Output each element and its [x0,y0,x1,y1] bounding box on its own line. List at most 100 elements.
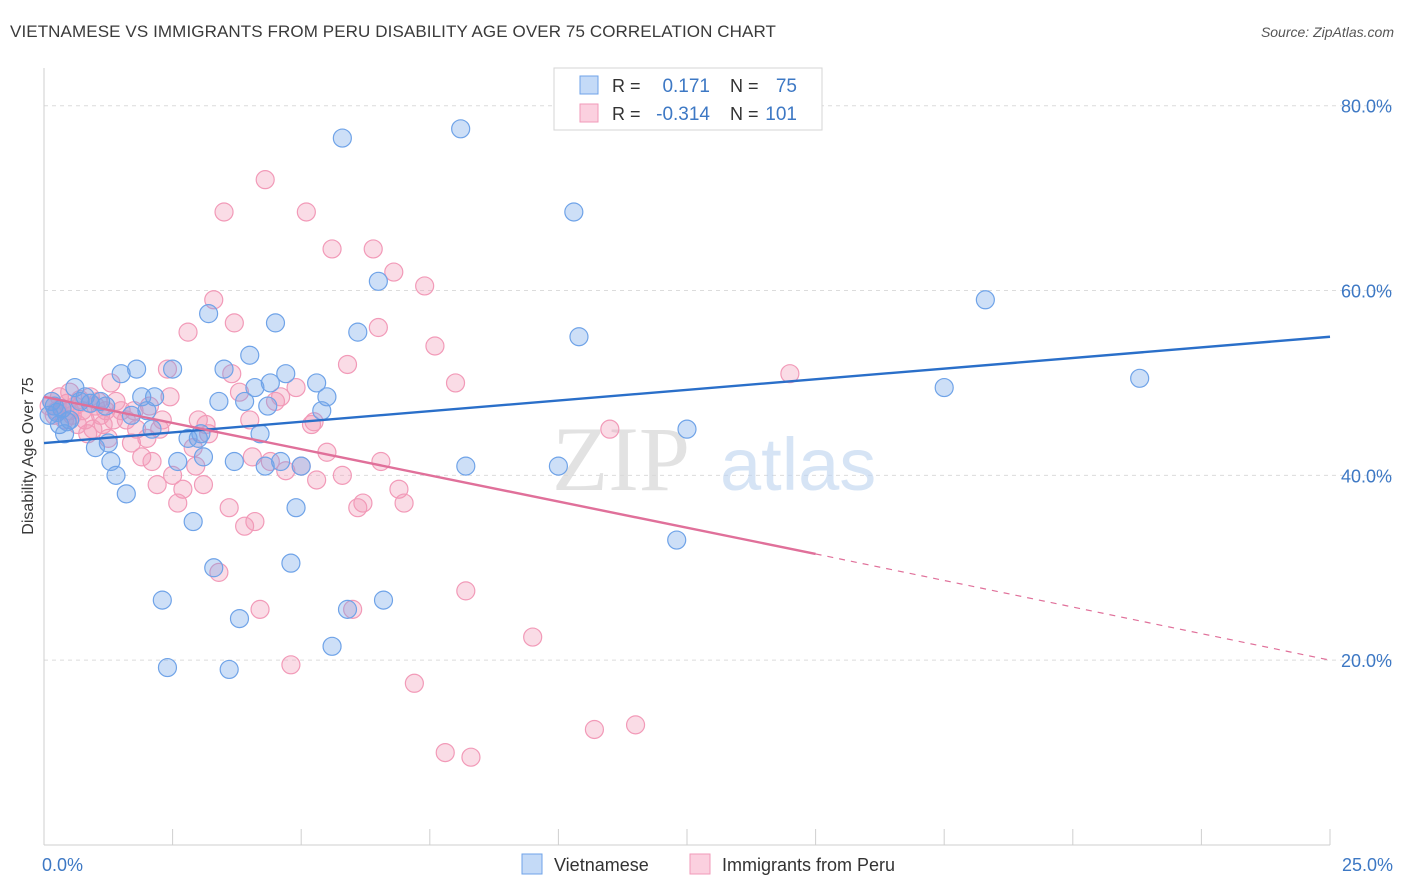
watermark-atlas: atlas [720,423,876,506]
data-point-vietnamese [42,391,62,412]
data-point-vietnamese [276,364,296,384]
data-point-peru [780,364,800,384]
stats-legend: R = 0.171 N = 75 R = -0.314 N = 101 [553,67,823,131]
watermark: ZIP atlas [552,408,876,510]
y-tick-labels: 20.0% 40.0% 60.0% 80.0% [1341,97,1392,671]
data-point-vietnamese [219,659,239,680]
data-point-peru [523,627,543,647]
data-point-peru [322,239,342,259]
data-point-vietnamese [255,456,275,476]
data-point-peru [173,479,193,499]
gridlines [44,105,1392,661]
data-point-peru [281,655,301,675]
legend-swatch-vietnamese [521,853,543,875]
data-point-peru [353,493,373,513]
data-point-vietnamese [677,419,697,439]
data-point-vietnamese [157,657,178,678]
data-point-vietnamese [144,387,165,407]
stats-box-frame [553,67,823,131]
data-point-vietnamese [332,128,352,148]
data-point-vietnamese [337,599,358,619]
stats-swatch-peru [579,103,599,123]
chart-title: VIETNAMESE VS IMMIGRANTS FROM PERU DISAB… [10,22,777,41]
data-point-peru [250,599,270,619]
data-point-vietnamese [291,456,311,476]
trend-line-peru [43,395,816,556]
data-point-vietnamese [281,553,301,573]
x-tick-label: 25.0% [1342,855,1393,875]
data-point-peru [363,239,383,259]
source-label: Source: ZipAtlas.com [1260,24,1394,40]
watermark-zip: ZIP [552,408,690,510]
data-point-vietnamese [152,590,172,610]
data-point-vietnamese [193,447,214,467]
stats-r-value-vietnamese: 0.171 [662,76,710,97]
data-point-peru [394,493,414,513]
data-point-vietnamese [163,359,183,379]
data-point-peru [147,475,167,495]
data-point-peru [415,276,435,296]
data-point-peru [214,202,234,222]
data-point-peru [276,461,296,481]
data-point-peru [286,377,306,398]
y-tick-label: 40.0% [1341,466,1392,486]
data-point-peru [242,447,262,467]
data-point-vietnamese [564,202,584,222]
data-point-peru [404,673,424,693]
data-point-peru [337,354,358,375]
y-axis-label: Disability Age Over 75 [20,377,37,535]
y-tick-label: 60.0% [1341,282,1392,302]
data-point-peru [271,387,291,407]
data-point-vietnamese [307,373,327,393]
stats-r-value-peru: -0.314 [656,104,710,125]
data-point-vietnamese [96,396,116,416]
data-point-peru [343,599,363,619]
data-point-vietnamese [229,608,250,629]
stats-swatch-vietnamese [579,75,599,95]
data-point-peru [157,359,178,379]
data-point-peru [178,322,198,342]
data-point-vietnamese [258,396,278,416]
legend-swatch-peru [689,853,711,875]
data-point-vietnamese [116,484,136,504]
bottom-legend: Vietnamese Immigrants from Peru [521,853,895,875]
data-point-vietnamese [569,327,589,347]
data-point-peru [600,419,620,439]
data-point-peru [235,516,255,536]
series-vietnamese-points [39,119,1150,680]
y-tick-label: 80.0% [1341,97,1392,117]
stats-n-label-peru: N = [730,104,759,124]
data-point-peru [245,511,265,532]
x-tick-label: 0.0% [42,855,83,875]
x-tick-labels: 0.0% 25.0% [42,855,1393,875]
data-point-peru [435,742,455,763]
data-point-peru [445,373,466,393]
data-point-vietnamese [368,271,388,291]
data-point-peru [240,410,260,430]
data-point-vietnamese [373,590,394,610]
data-point-vietnamese [286,498,306,518]
data-point-vietnamese [224,451,244,472]
stats-r-label-vietnamese: R = [612,76,641,96]
data-point-peru [296,202,316,222]
data-point-peru [229,382,250,402]
stats-n-value-vietnamese: 75 [776,76,797,97]
stats-r-label-peru: R = [612,104,641,124]
data-point-vietnamese [348,322,368,342]
data-point-vietnamese [49,414,70,435]
data-point-peru [461,747,481,767]
data-point-peru [456,581,476,601]
data-point-vietnamese [934,377,954,398]
data-point-peru [132,447,152,467]
y-tick-label: 20.0% [1341,651,1392,671]
data-point-vietnamese [548,456,569,476]
trend-line-peru [815,553,1331,661]
trend-lines [43,335,1331,661]
data-point-vietnamese [57,412,77,432]
data-point-vietnamese [111,364,131,384]
data-point-peru [193,475,214,495]
data-point-vietnamese [260,373,280,393]
data-point-vietnamese [168,451,188,472]
data-point-peru [224,313,244,333]
